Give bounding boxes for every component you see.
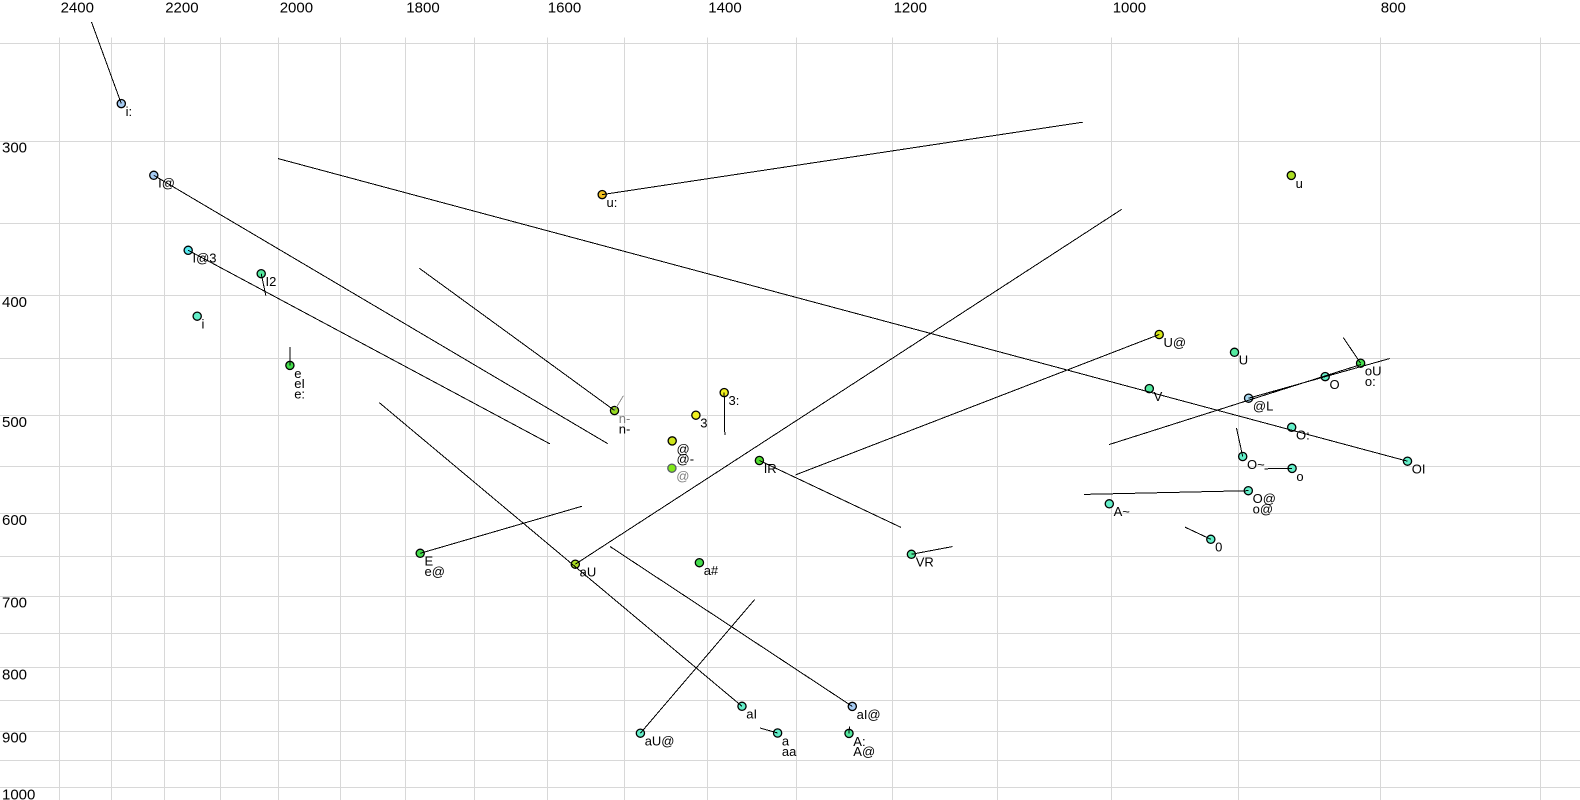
svg-text:u:: u: <box>607 195 618 210</box>
svg-text:1600: 1600 <box>548 0 581 16</box>
svg-text:1000: 1000 <box>2 786 35 800</box>
svg-text:3: 3 <box>700 416 707 431</box>
svg-text:e: e <box>294 366 301 381</box>
svg-text:VR: VR <box>916 555 934 570</box>
svg-text:u: u <box>1296 176 1303 191</box>
svg-text:o: o <box>1296 469 1303 484</box>
svg-text:aU: aU <box>580 565 597 580</box>
svg-text:O: O <box>1330 377 1340 392</box>
svg-text:3:: 3: <box>729 393 740 408</box>
svg-text:400: 400 <box>2 294 27 311</box>
svg-text:900: 900 <box>2 730 27 747</box>
svg-text:U: U <box>1239 353 1248 368</box>
svg-text:U@: U@ <box>1164 335 1187 350</box>
svg-text:IR: IR <box>764 461 777 476</box>
svg-text:A~: A~ <box>1114 504 1131 519</box>
svg-text:n-: n- <box>619 421 631 436</box>
svg-text:e:: e: <box>294 387 305 402</box>
svg-text:@: @ <box>676 469 689 484</box>
svg-text:1800: 1800 <box>406 0 439 16</box>
svg-text:oU: oU <box>1365 364 1382 379</box>
svg-text:a#: a# <box>704 563 719 578</box>
svg-text:1400: 1400 <box>708 0 741 16</box>
svg-text:e@: e@ <box>425 564 445 579</box>
svg-text:800: 800 <box>2 666 27 683</box>
svg-text:2200: 2200 <box>165 0 198 16</box>
svg-text:I@3: I@3 <box>193 251 217 266</box>
svg-text:OI: OI <box>1412 462 1426 477</box>
svg-text:I2: I2 <box>266 274 277 289</box>
svg-text:2400: 2400 <box>61 0 94 16</box>
svg-text:A:: A: <box>853 734 865 749</box>
svg-text:800: 800 <box>1381 0 1406 16</box>
svg-text:i: i <box>202 317 205 332</box>
svg-text:600: 600 <box>2 512 27 529</box>
svg-text:a: a <box>782 733 790 748</box>
svg-text:o:: o: <box>1365 374 1376 389</box>
svg-text:@-: @- <box>677 452 695 467</box>
svg-text:I@: I@ <box>158 176 175 191</box>
svg-text:1200: 1200 <box>894 0 927 16</box>
svg-text:o@: o@ <box>1253 502 1273 517</box>
svg-text:E: E <box>425 554 434 569</box>
svg-text:O@: O@ <box>1253 491 1276 506</box>
svg-text:n-: n- <box>619 411 631 426</box>
svg-text:aI: aI <box>746 707 757 722</box>
svg-text:2000: 2000 <box>280 0 313 16</box>
svg-text:@L: @L <box>1253 399 1273 414</box>
svg-text:aa: aa <box>782 744 797 759</box>
svg-text:O:: O: <box>1296 428 1310 443</box>
svg-text:V: V <box>1154 389 1163 404</box>
svg-text:aI@: aI@ <box>857 707 881 722</box>
svg-text:300: 300 <box>2 140 27 157</box>
svg-text:aU@: aU@ <box>645 734 675 749</box>
svg-text:O~: O~ <box>1247 457 1265 472</box>
svg-text:eI: eI <box>294 376 305 391</box>
svg-text:i:: i: <box>126 104 133 119</box>
svg-text:@: @ <box>677 441 690 456</box>
svg-text:A@: A@ <box>853 744 875 759</box>
svg-text:0: 0 <box>1215 540 1222 555</box>
svg-text:1000: 1000 <box>1113 0 1146 16</box>
svg-text:500: 500 <box>2 414 27 431</box>
svg-text:700: 700 <box>2 595 27 612</box>
